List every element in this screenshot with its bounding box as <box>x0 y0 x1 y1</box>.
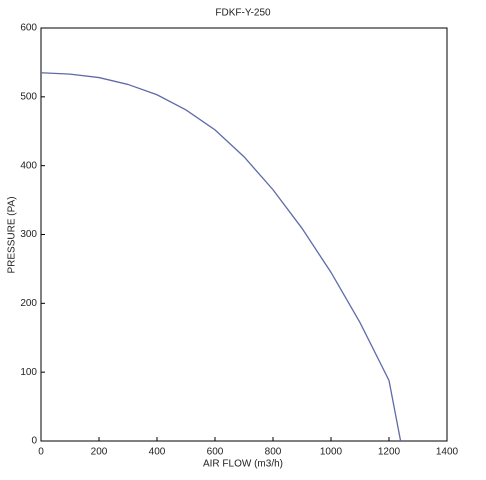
y-tick-label: 400 <box>20 160 37 171</box>
x-tick-label: 800 <box>265 447 282 458</box>
x-tick-label: 1000 <box>320 447 343 458</box>
y-tick-label: 500 <box>20 91 37 102</box>
y-axis-label: PRESSURE (PA) <box>7 196 18 273</box>
x-axis-label: AIR FLOW (m3/h) <box>203 459 283 470</box>
x-tick-label: 600 <box>207 447 224 458</box>
curve <box>40 72 402 442</box>
y-tick-label: 300 <box>20 229 37 240</box>
chart-title: FDKF-Y-250 <box>215 8 271 19</box>
y-tick-label: 100 <box>20 367 37 378</box>
x-tick-label: 1400 <box>436 447 459 458</box>
x-tick-label: 400 <box>149 447 166 458</box>
x-tick-label: 200 <box>91 447 108 458</box>
y-tick-label: 200 <box>20 298 37 309</box>
y-tick-label: 600 <box>20 23 37 34</box>
plot-frame <box>40 27 448 442</box>
y-tick-label: 0 <box>31 436 37 447</box>
x-tick-label: 0 <box>38 447 44 458</box>
x-tick-label: 1200 <box>378 447 401 458</box>
